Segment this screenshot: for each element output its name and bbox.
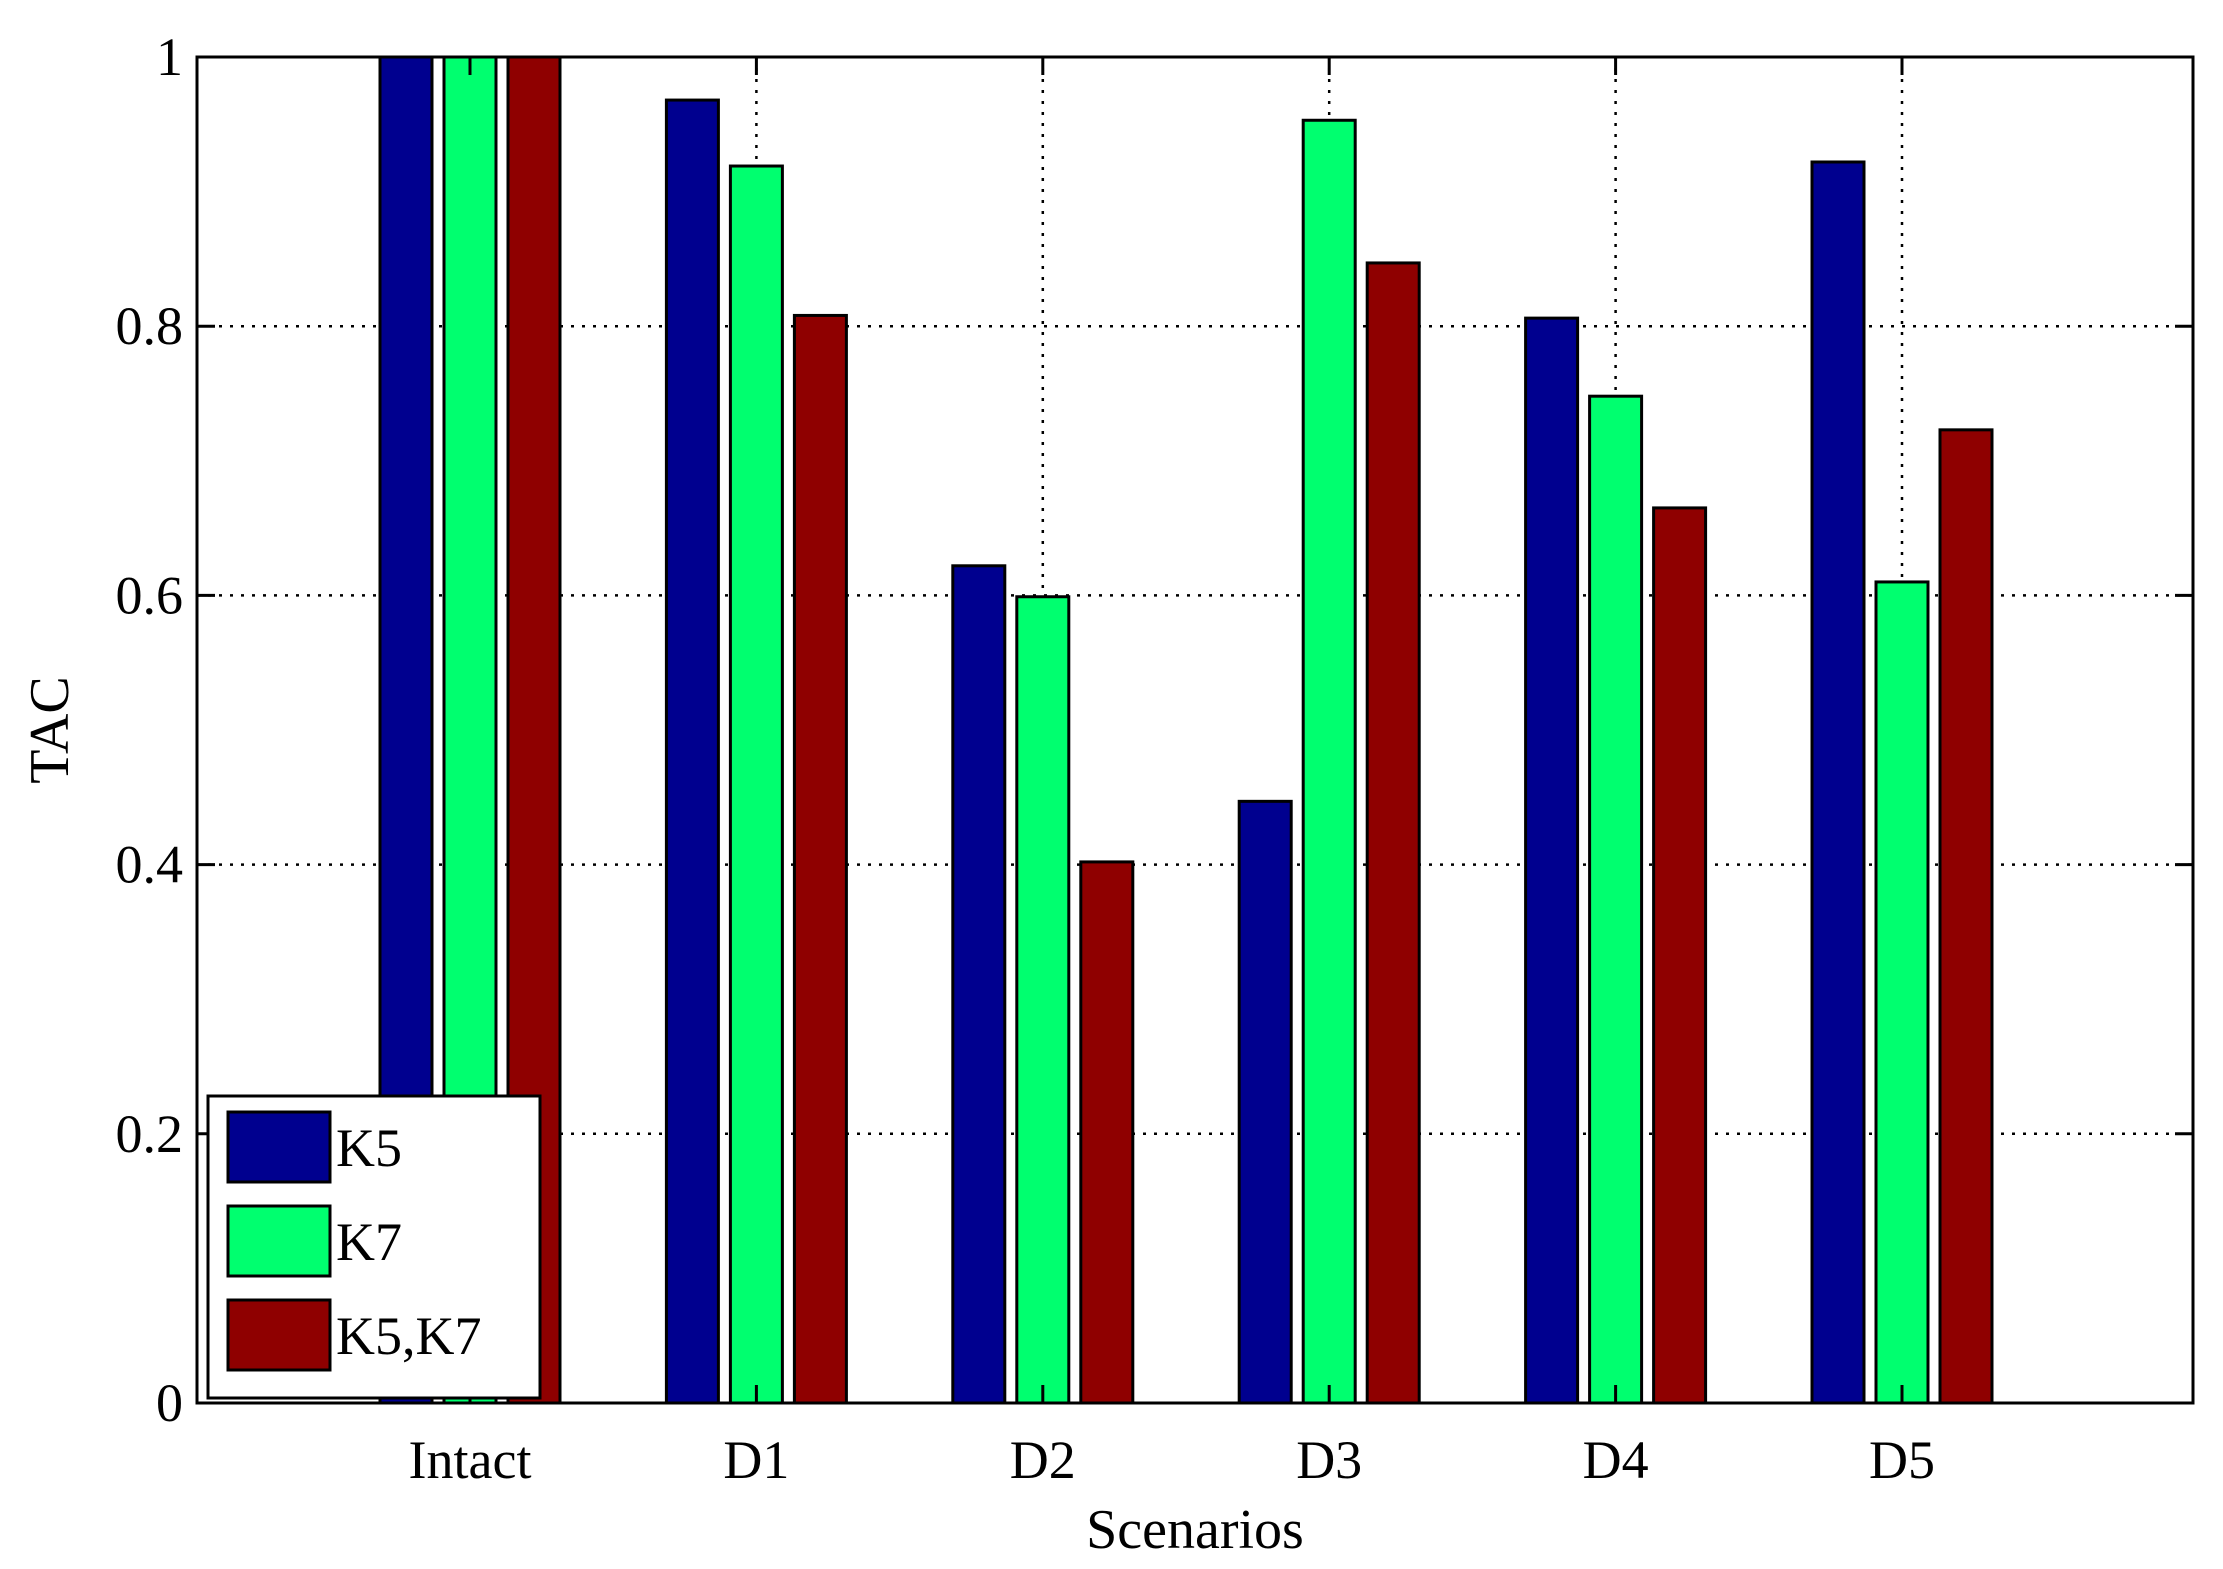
bar-k7-d1	[728, 164, 784, 1405]
bar-k5-k7-d5	[1938, 428, 1994, 1405]
y-tick-label: 0.6	[116, 565, 184, 625]
x-tick-label: Intact	[409, 1430, 532, 1490]
bar-k5-d2	[951, 564, 1007, 1405]
x-tick-label: D2	[1010, 1430, 1076, 1490]
bar-k7-d3	[1301, 118, 1357, 1405]
plot-area-frame	[195, 55, 2195, 1405]
bar-k5-d5	[1810, 160, 1866, 1405]
bar-k7-d2	[1015, 595, 1071, 1405]
bar-k5-d3	[1237, 799, 1293, 1405]
y-tick-label: 0.2	[116, 1104, 184, 1164]
y-tick-label: 0.8	[116, 296, 184, 356]
y-tick-label: 0	[156, 1373, 183, 1433]
bar-k5-k7-d3	[1365, 261, 1421, 1405]
legend-label: K5	[336, 1118, 402, 1178]
y-tick-label: 0.4	[116, 835, 184, 895]
tick-labels: 0 0.2 0.4 0.6 0.8 1 Intact D1 D2 D3 D4 D5	[116, 27, 1936, 1490]
bars	[378, 55, 1994, 1405]
legend-swatch	[226, 1204, 332, 1278]
bar-k5-k7-d2	[1079, 860, 1135, 1405]
bar-k5-k7-d4	[1652, 506, 1708, 1405]
x-axis-label: Scenarios	[1086, 1499, 1304, 1561]
bar-k7-d4	[1588, 394, 1644, 1405]
legend-swatch	[226, 1110, 332, 1184]
bar-k7-d5	[1874, 580, 1930, 1405]
y-axis-label: TAC	[19, 676, 81, 784]
legend-label: K7	[336, 1212, 402, 1272]
x-tick-label: D4	[1583, 1430, 1649, 1490]
x-tick-label: D3	[1296, 1430, 1362, 1490]
legend: K5 K7 K5,K7	[206, 1094, 542, 1400]
bar-k5-k7-d1	[792, 313, 848, 1405]
x-tick-label: D1	[723, 1430, 789, 1490]
legend-label: K5,K7	[336, 1306, 482, 1366]
bar-k5-d1	[664, 98, 720, 1405]
bar-k5-d4	[1524, 316, 1580, 1405]
y-tick-label: 1	[156, 27, 183, 87]
x-tick-label: D5	[1869, 1430, 1935, 1490]
legend-swatch	[226, 1298, 332, 1372]
